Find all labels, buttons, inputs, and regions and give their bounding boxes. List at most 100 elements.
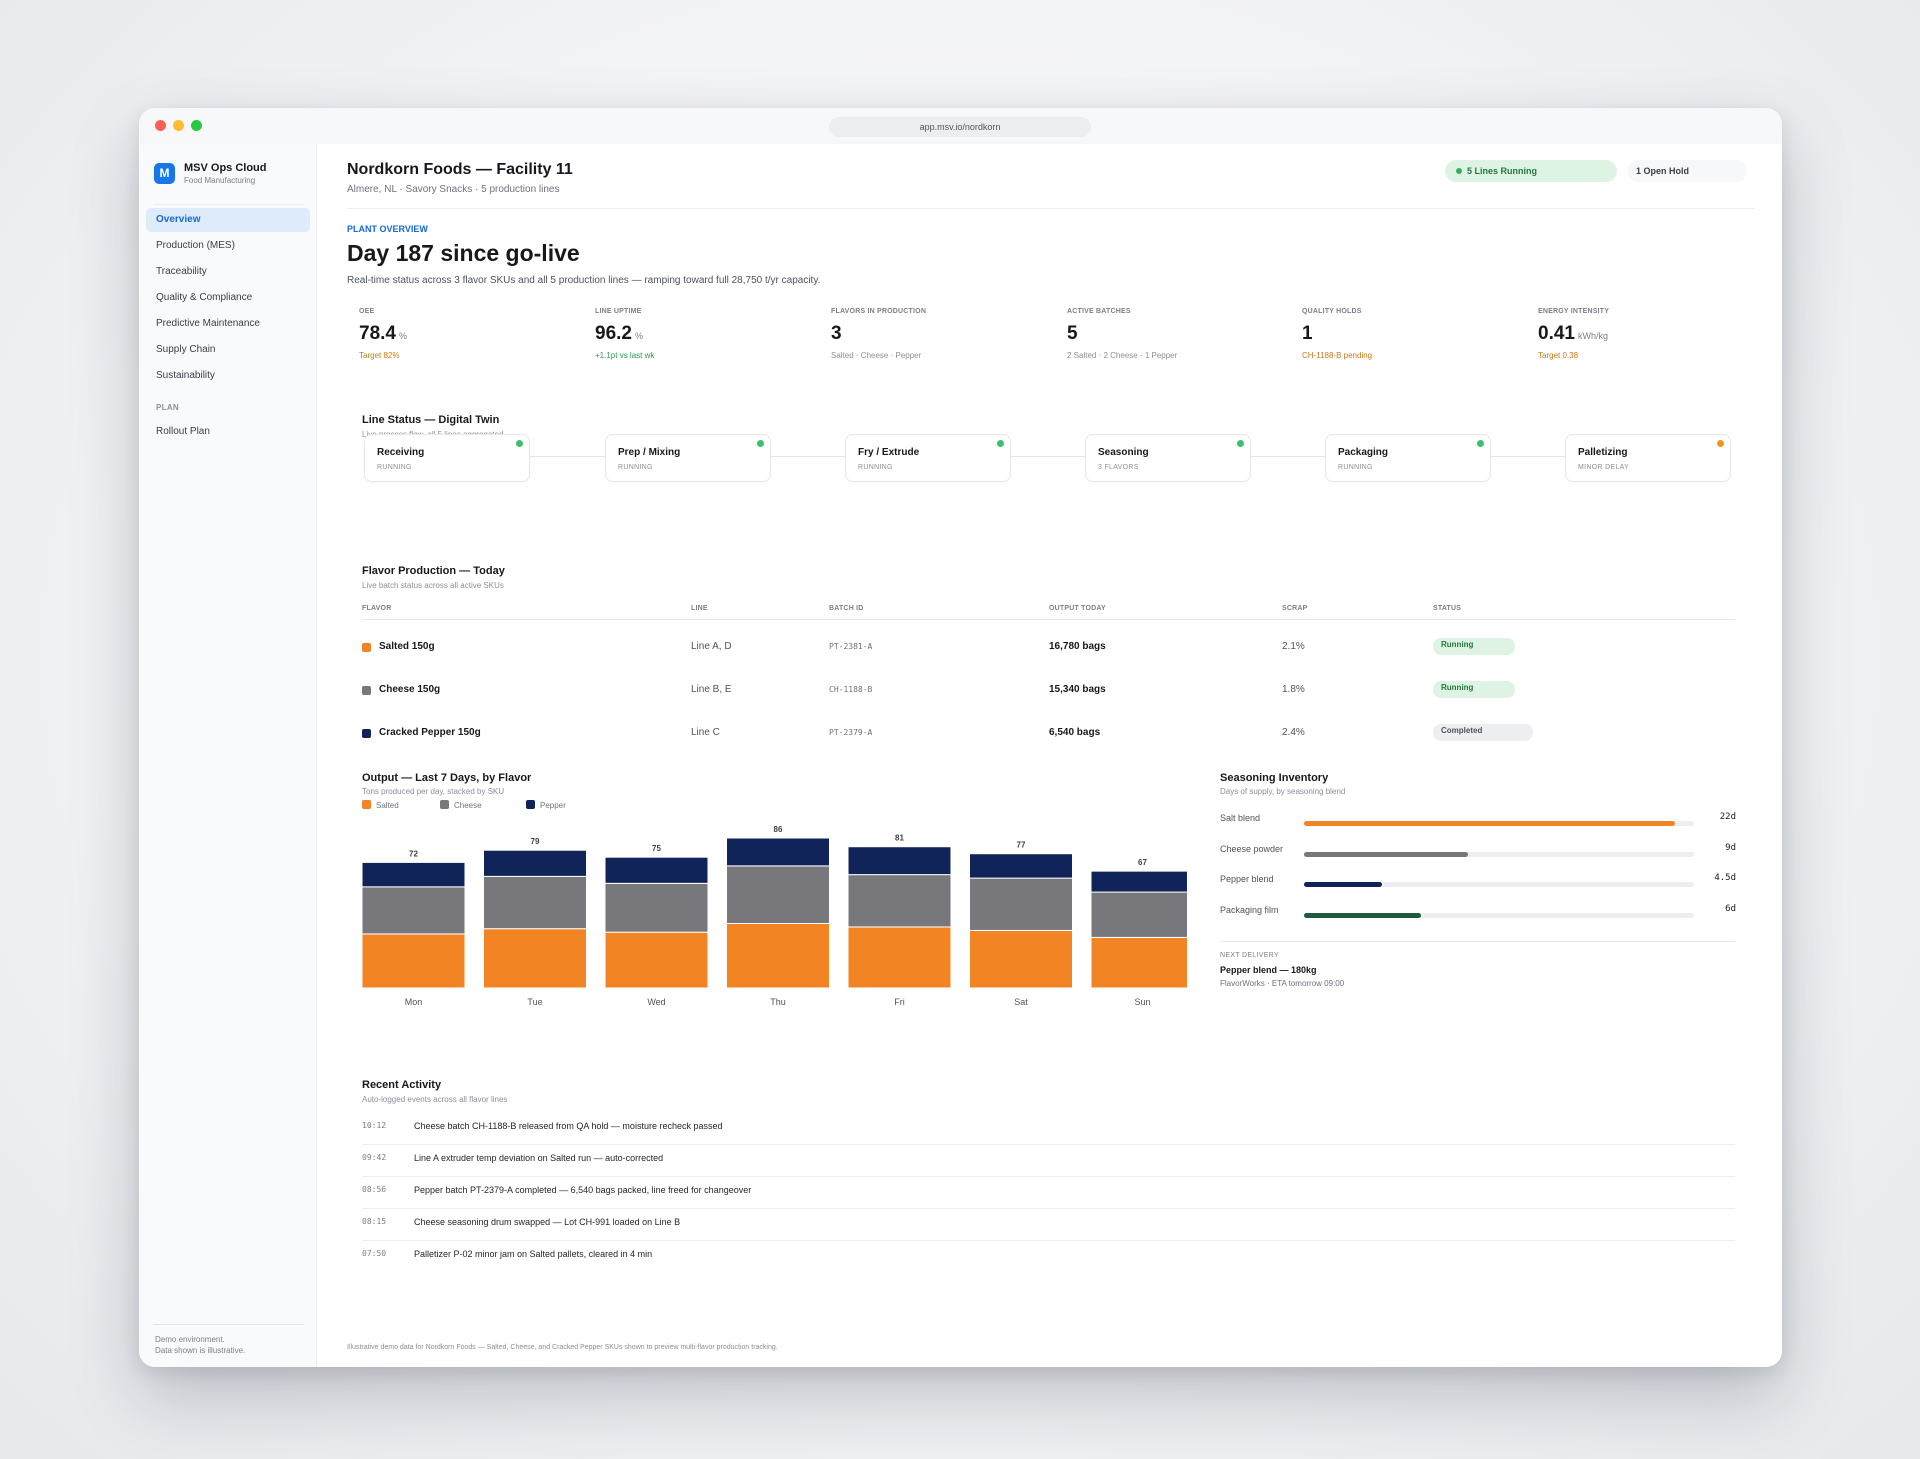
process-flow-connector — [377, 456, 1677, 457]
sidebar-item-overview[interactable]: Overview — [146, 208, 310, 232]
close-window-button[interactable] — [155, 120, 166, 131]
activity-item[interactable]: 09:42 Line A extruder temp deviation on … — [362, 1145, 1735, 1177]
activity-time: 08:56 — [362, 1185, 387, 1194]
kpi-note: Salted · Cheese · Pepper — [831, 351, 922, 360]
stage-status: RUNNING — [618, 464, 653, 471]
kpi-line-uptime: LINE UPTIME 96.2% +1.1pt vs last wk — [595, 308, 795, 368]
bar-segment-salted — [361, 933, 466, 989]
activity-item[interactable]: 08:15 Cheese seasoning drum swapped — Lo… — [362, 1209, 1735, 1241]
stage-seasoning[interactable]: Seasoning 3 FLAVORS — [1085, 434, 1251, 482]
intro-text: Real-time status across 3 flavor SKUs an… — [347, 275, 821, 286]
inventory-bar-fill — [1304, 821, 1675, 826]
legend-item-salted[interactable]: Salted — [362, 800, 399, 810]
status-dot-icon — [1717, 440, 1724, 447]
sidebar-item-quality[interactable]: Quality & Compliance — [156, 292, 253, 303]
bar-segment-pepper — [1090, 870, 1187, 893]
inventory-value: 6d — [1725, 904, 1736, 914]
status-badge: Running — [1433, 681, 1515, 698]
flavor-swatch — [362, 643, 371, 652]
stage-fry-extrude[interactable]: Fry / Extrude RUNNING — [845, 434, 1011, 482]
flavor-swatch — [362, 729, 371, 738]
stage-status: RUNNING — [377, 464, 412, 471]
legend-swatch — [362, 800, 371, 809]
sidebar-item-production[interactable]: Production (MES) — [156, 240, 235, 251]
legend-item-pepper[interactable]: Pepper — [526, 800, 566, 810]
activity-text: Cheese seasoning drum swapped — Lot CH-9… — [414, 1217, 681, 1227]
flavor-table-subtitle: Live batch status across all active SKUs — [362, 581, 504, 590]
kpi-label: QUALITY HOLDS — [1302, 308, 1362, 315]
lines-running-label: 5 Lines Running — [1467, 166, 1538, 176]
x-tick-label: Sat — [1014, 997, 1028, 1007]
column-header: SCRAP — [1282, 605, 1308, 612]
activity-text: Pepper batch PT-2379-A completed — 6,540… — [414, 1185, 752, 1195]
stage-packaging[interactable]: Packaging RUNNING — [1325, 434, 1491, 482]
output-today: 15,340 bags — [1049, 684, 1106, 695]
bar-total-label: 86 — [774, 825, 783, 834]
bar-segment-pepper — [604, 856, 709, 884]
activity-item[interactable]: 10:12 Cheese batch CH-1188-B released fr… — [362, 1113, 1735, 1145]
bar-segment-salted — [726, 922, 830, 989]
bar-segment-pepper — [847, 846, 952, 876]
stage-palletizing[interactable]: Palletizing MINOR DELAY — [1565, 434, 1731, 482]
table-row[interactable]: Salted 150g Line A, D PT-2381-A 16,780 b… — [362, 627, 1735, 667]
sidebar-item-sustainability[interactable]: Sustainability — [156, 370, 215, 381]
divider — [362, 1208, 1735, 1209]
sidebar-item-maintenance[interactable]: Predictive Maintenance — [156, 318, 260, 329]
lines-running-badge[interactable]: 5 Lines Running — [1445, 160, 1617, 182]
column-header: STATUS — [1433, 605, 1462, 612]
inventory-bar-track — [1304, 852, 1694, 857]
flavor-name: Salted 150g — [379, 641, 435, 652]
stage-prep-mixing[interactable]: Prep / Mixing RUNNING — [605, 434, 771, 482]
table-row[interactable]: Cracked Pepper 150g Line C PT-2379-A 6,5… — [362, 713, 1735, 753]
page-title: Nordkorn Foods — Facility 11 — [347, 161, 573, 178]
kpi-unit: % — [398, 331, 407, 341]
activity-time: 08:15 — [362, 1217, 387, 1226]
bar-total-label: 77 — [1017, 841, 1026, 850]
stage-name: Prep / Mixing — [618, 447, 681, 458]
inventory-title: Seasoning Inventory — [1220, 772, 1329, 784]
kpi-number: 78.4 — [359, 323, 396, 344]
batch-id: PT-2381-A — [829, 642, 873, 651]
title-bar: app.msv.io/nordkorn — [139, 108, 1782, 144]
stage-receiving[interactable]: Receiving RUNNING — [364, 434, 530, 482]
x-tick-label: Sun — [1134, 997, 1150, 1007]
bar-total-label: 81 — [895, 834, 904, 843]
kpi-quality-holds: QUALITY HOLDS 1 CH-1188-B pending — [1302, 308, 1502, 368]
sidebar-item-supply-chain[interactable]: Supply Chain — [156, 344, 216, 355]
sidebar-item-traceability[interactable]: Traceability — [156, 266, 207, 277]
stage-name: Seasoning — [1098, 447, 1149, 458]
kpi-flavors: FLAVORS IN PRODUCTION 3 Salted · Cheese … — [831, 308, 1031, 368]
minimize-window-button[interactable] — [173, 120, 184, 131]
column-header: LINE — [691, 605, 708, 612]
open-hold-badge[interactable]: 1 Open Hold — [1627, 160, 1747, 182]
divider — [362, 619, 1735, 620]
address-bar[interactable]: app.msv.io/nordkorn — [829, 117, 1091, 137]
sidebar-item-rollout-plan[interactable]: Rollout Plan — [156, 426, 210, 437]
legend-swatch — [526, 800, 535, 809]
inventory-value: 22d — [1719, 812, 1736, 822]
inventory-value: 9d — [1725, 843, 1736, 853]
inventory-subtitle: Days of supply, by seasoning blend — [1220, 787, 1346, 796]
kpi-energy-intensity: ENERGY INTENSITY 0.41 kWh/kg Target 0.38 — [1538, 308, 1738, 368]
stage-status: RUNNING — [1338, 464, 1373, 471]
demo-note-line: Data shown is illustrative. — [155, 1346, 246, 1355]
bar-segment-salted — [604, 931, 709, 989]
kpi-note: 2 Salted · 2 Cheese · 1 Pepper — [1067, 351, 1178, 360]
output-today: 6,540 bags — [1049, 727, 1101, 738]
divider — [1220, 941, 1735, 942]
table-row[interactable]: Cheese 150g Line B, E CH-1188-B 15,340 b… — [362, 670, 1735, 710]
kpi-unit: % — [634, 331, 643, 341]
bar-total-label: 67 — [1138, 858, 1147, 867]
inventory-value: 4.5d — [1714, 873, 1736, 883]
bar-segment-cheese — [361, 886, 466, 935]
maximize-window-button[interactable] — [191, 120, 202, 131]
inventory-bar-fill — [1304, 913, 1421, 918]
brand[interactable]: M MSV Ops Cloud Food Manufacturing — [154, 160, 304, 190]
activity-time: 07:50 — [362, 1249, 387, 1258]
bar-segment-pepper — [969, 853, 1073, 879]
activity-item[interactable]: 07:50 Palletizer P-02 minor jam on Salte… — [362, 1241, 1735, 1273]
legend-item-cheese[interactable]: Cheese — [440, 800, 482, 810]
status-dot-icon — [1477, 440, 1484, 447]
activity-item[interactable]: 08:56 Pepper batch PT-2379-A completed —… — [362, 1177, 1735, 1209]
legend-label: Pepper — [540, 801, 566, 810]
